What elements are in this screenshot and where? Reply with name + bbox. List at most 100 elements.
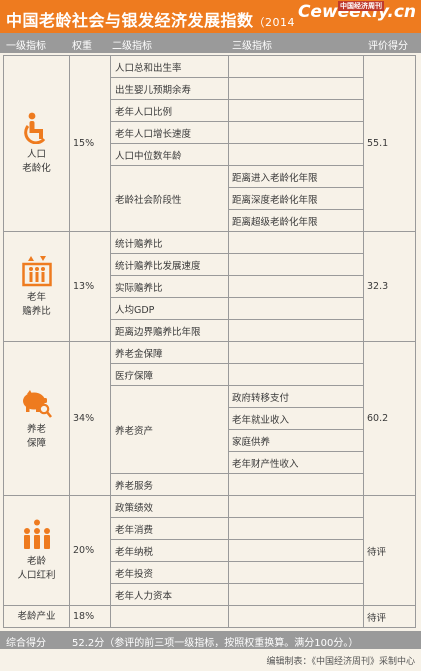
table-row: 养老 保障 34% 养老金保障 60.2 (3, 341, 416, 496)
level3-cell (228, 561, 364, 584)
level3-cell (228, 583, 364, 606)
level3-cell (228, 231, 364, 254)
weight-cell: 18% (69, 605, 111, 628)
level2-cell: 实际赡养比 (110, 275, 229, 298)
level2-cell: 老年纳税 (110, 539, 229, 562)
group-cell: 老龄 人口红利 (3, 495, 70, 606)
table-row: 人均GDP (4, 297, 416, 320)
group-name: 赡养比 (22, 305, 51, 317)
level2-cell: 出生婴儿预期余寿 (110, 77, 229, 100)
level3-cell: 距离超级老龄化年限 (228, 209, 364, 232)
title-bar: 中国老龄社会与银发经济发展指数（2014 中国经济周刊 Ceweekly.cn (0, 0, 421, 33)
group-name: 养老 (26, 423, 46, 435)
level2-cell: 人均GDP (110, 297, 229, 320)
summary-text: 52.2分（参评的前三项一级指标，按照权重换算。满分100分。） (72, 638, 359, 649)
header-score: 评价得分 (368, 41, 408, 52)
level2-cell: 老年人口比例 (110, 99, 229, 122)
level2-cell: 老年人力资本 (110, 583, 229, 606)
level3-cell (228, 77, 364, 100)
level3-cell: 家庭供养 (228, 429, 364, 452)
level2-cell: 人口总和出生率 (110, 55, 229, 78)
table-row: 人口 老龄化 15% 人口总和出生率 55.1 (3, 55, 416, 232)
group-name: 人口红利 (17, 569, 56, 581)
level3-cell (228, 363, 364, 386)
score-cell: 32.3 (363, 231, 416, 342)
group-name: 人口 (26, 148, 46, 160)
level2-cell: 统计赡养比 (110, 231, 229, 254)
level3-cell: 政府转移支付 (228, 385, 364, 408)
level3-cell (228, 341, 364, 364)
level3-cell: 老年财产性收入 (228, 451, 364, 474)
table-row: 老年人力资本 (4, 583, 416, 606)
header-weight: 权重 (72, 41, 92, 52)
level2-cell (110, 605, 229, 628)
table-row: 医疗保障 (4, 363, 416, 386)
wheelchair-icon (23, 112, 45, 144)
group-cell: 养老 保障 (3, 341, 70, 496)
level3-cell (228, 55, 364, 78)
title-year: （2014 (253, 16, 296, 29)
source-credit: 编辑制表：《中国经济周刊》采制中心 (266, 657, 415, 667)
level2-cell: 老年人口增长速度 (110, 121, 229, 144)
summary-bar: 综合得分 52.2分（参评的前三项一级指标，按照权重换算。满分100分。） (0, 631, 421, 649)
logo-text: Ceweekly.cn (297, 2, 416, 22)
level2-cell: 老年投资 (110, 561, 229, 584)
table-row: 老年人口比例 (4, 99, 416, 122)
group-name: 老龄 (26, 555, 46, 567)
weight-cell: 15% (69, 55, 111, 232)
level3-cell (228, 605, 364, 628)
table-row: 老龄 人口红利 20% 政策绩效 待评 (3, 495, 416, 606)
table-row: 老年投资 (4, 561, 416, 584)
elevator-icon (21, 255, 52, 286)
score-cell: 55.1 (363, 55, 416, 232)
level3-cell (228, 253, 364, 276)
level3-cell: 距离进入老龄化年限 (228, 165, 364, 188)
index-table: 人口 老龄化 15% 人口总和出生率 55.1 出生婴儿预期余寿 老年人口比例 … (3, 55, 416, 628)
score-cell: 60.2 (363, 341, 416, 496)
level3-cell: 老年就业收入 (228, 407, 364, 430)
group-name: 老龄化 (22, 162, 51, 174)
level2-cell: 养老资产 (110, 385, 229, 474)
table-row: 人口中位数年龄 (4, 143, 416, 166)
level2-cell: 统计赡养比发展速度 (110, 253, 229, 276)
level2-cell: 养老金保障 (110, 341, 229, 364)
level3-cell (228, 539, 364, 562)
header-level1: 一级指标 (6, 41, 46, 52)
group-name: 老龄产业 (3, 605, 70, 628)
weight-cell: 13% (69, 231, 111, 342)
level3-cell (228, 99, 364, 122)
header-level2: 二级指标 (112, 41, 152, 52)
page-title: 中国老龄社会与银发经济发展指数（2014 (6, 7, 295, 31)
weight-cell: 20% (69, 495, 111, 606)
level3-cell (228, 495, 364, 518)
weight-cell: 34% (69, 341, 111, 496)
table-row: 老龄产业 18% 待评 (3, 605, 416, 628)
group-name: 老年 (26, 291, 46, 303)
group-cell: 人口 老龄化 (3, 55, 70, 232)
title-text: 中国老龄社会与银发经济发展指数 (6, 11, 254, 30)
logo-cn: 中国经济周刊 (338, 1, 384, 11)
table-row: 老年消费 (4, 517, 416, 540)
level3-cell (228, 473, 364, 496)
score-cell: 待评 (363, 605, 416, 628)
level2-cell: 医疗保障 (110, 363, 229, 386)
header-level3: 三级指标 (232, 41, 272, 52)
people-group-icon (23, 519, 50, 549)
level2-cell: 养老服务 (110, 473, 229, 496)
level3-cell (228, 297, 364, 320)
level2-cell: 人口中位数年龄 (110, 143, 229, 166)
level3-cell (228, 319, 364, 342)
level2-cell: 距离边界赡养比年限 (110, 319, 229, 342)
table-header: 一级指标 权重 二级指标 三级指标 评价得分 (0, 33, 421, 53)
level3-cell (228, 121, 364, 144)
piggy-bank-search-icon (22, 389, 52, 418)
brand-logo: 中国经济周刊 Ceweekly.cn (297, 1, 416, 22)
level3-cell: 距离深度老龄化年限 (228, 187, 364, 210)
table-row: 老龄社会阶段性 距离进入老龄化年限 (4, 165, 416, 232)
level3-cell (228, 275, 364, 298)
level2-cell: 老龄社会阶段性 (110, 165, 229, 232)
level3-cell (228, 143, 364, 166)
level2-cell: 政策绩效 (110, 495, 229, 518)
level2-cell: 老年消费 (110, 517, 229, 540)
